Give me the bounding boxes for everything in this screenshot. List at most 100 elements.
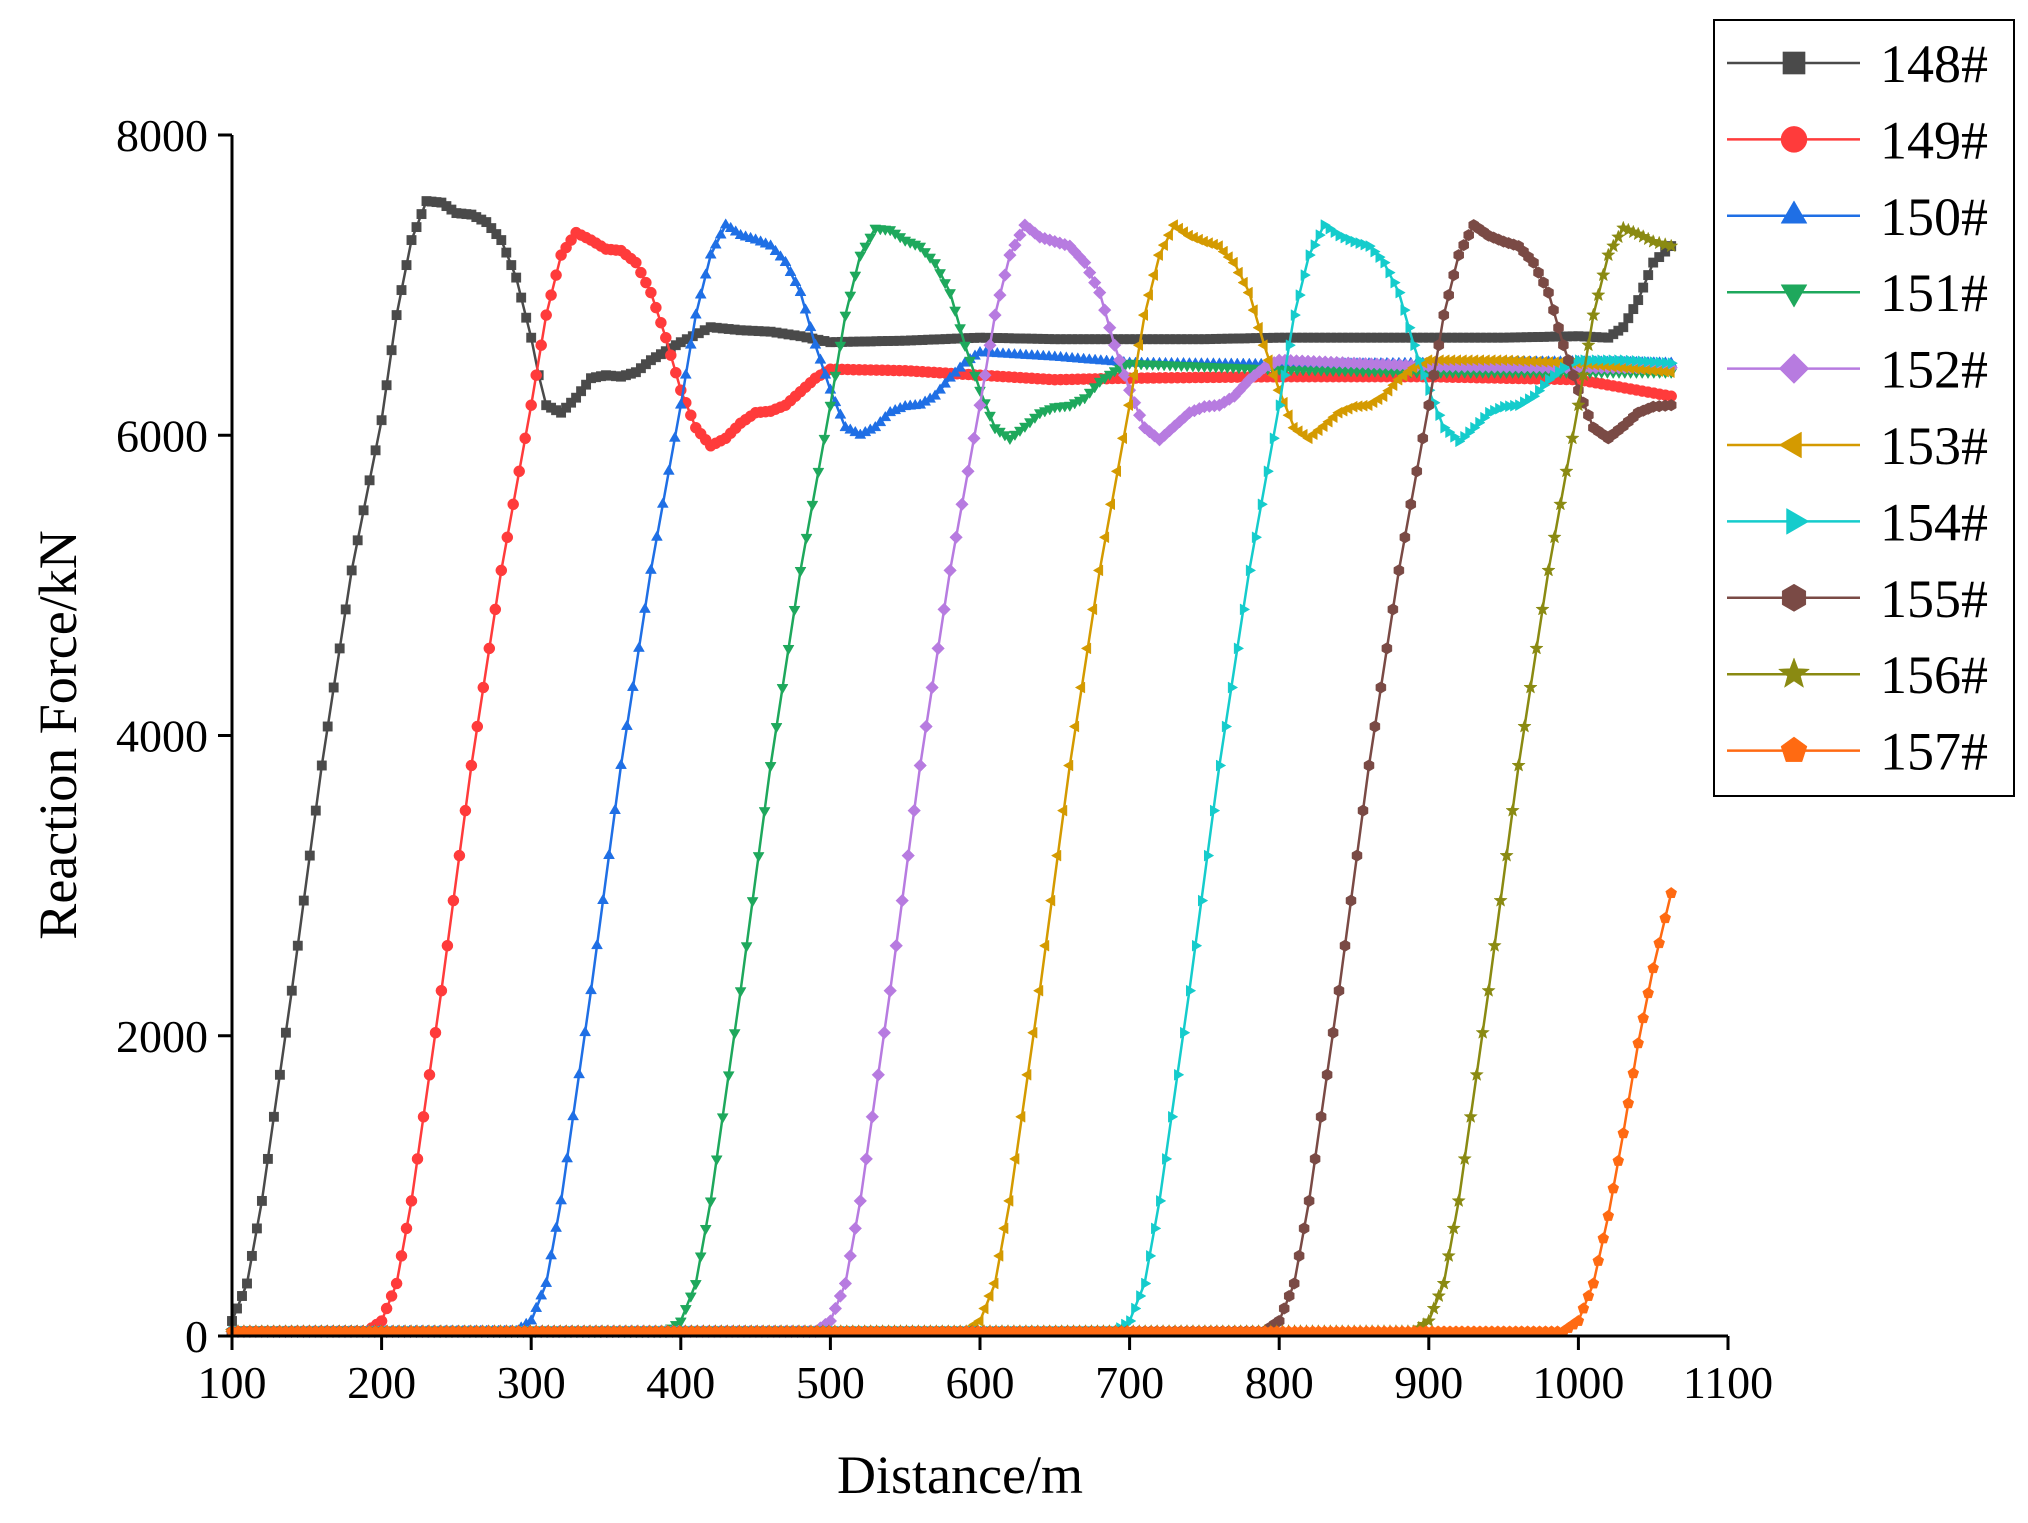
data-point <box>1664 366 1675 379</box>
data-point <box>1602 1209 1615 1221</box>
data-point <box>1663 238 1679 253</box>
data-point <box>609 803 621 815</box>
data-point <box>1643 270 1654 281</box>
data-point <box>1436 1275 1452 1290</box>
data-point <box>929 259 942 270</box>
data-point <box>1003 248 1017 262</box>
data-point <box>939 377 952 388</box>
data-point <box>895 893 909 908</box>
data-point <box>1339 939 1351 952</box>
data-point <box>1003 1194 1014 1207</box>
data-point <box>1603 354 1614 367</box>
data-point <box>521 312 532 323</box>
data-point <box>1050 849 1062 862</box>
data-point <box>1013 228 1027 242</box>
data-point <box>1369 720 1381 733</box>
data-point <box>1535 384 1546 397</box>
data-point <box>993 1249 1004 1262</box>
data-point <box>1505 400 1516 413</box>
data-point <box>998 1222 1009 1235</box>
data-point <box>1335 229 1346 242</box>
data-point <box>1661 356 1673 369</box>
data-point <box>864 233 877 244</box>
data-point <box>453 849 466 862</box>
data-point <box>660 331 672 344</box>
data-point <box>1309 1152 1321 1165</box>
data-point <box>1146 1249 1157 1262</box>
data-point <box>799 303 812 314</box>
data-point <box>346 565 357 576</box>
data-point <box>481 217 492 228</box>
data-point <box>662 464 675 475</box>
data-point <box>1257 339 1268 352</box>
data-point <box>1659 912 1671 924</box>
data-point <box>1152 249 1163 262</box>
data-point <box>471 720 484 733</box>
data-point <box>704 248 717 259</box>
data-point <box>1525 393 1536 406</box>
data-point <box>1528 256 1539 269</box>
x-tick-label: 1100 <box>1683 1357 1773 1408</box>
data-point <box>465 759 478 772</box>
data-point <box>1411 465 1423 478</box>
data-point <box>1222 251 1233 264</box>
series-156# <box>224 220 1679 1338</box>
data-point <box>579 1025 592 1037</box>
x-tick-label: 900 <box>1394 1357 1463 1408</box>
data-point <box>1632 1037 1644 1049</box>
data-point <box>1591 287 1606 302</box>
data-point <box>853 1194 867 1208</box>
data-point <box>447 894 460 907</box>
data-point <box>1227 256 1238 269</box>
data-point <box>1267 369 1278 382</box>
data-point <box>838 1276 853 1291</box>
data-point <box>1451 1193 1466 1208</box>
data-point <box>804 320 817 332</box>
series-line <box>232 223 1672 1333</box>
data-point <box>477 681 490 694</box>
series-150# <box>226 218 1678 1335</box>
data-point <box>1559 361 1571 374</box>
data-point <box>650 301 662 314</box>
axes <box>230 135 1728 1338</box>
data-point <box>1400 304 1411 317</box>
data-point <box>280 1027 291 1038</box>
data-point <box>685 409 697 421</box>
data-point <box>1511 757 1526 772</box>
data-point <box>684 1292 697 1303</box>
data-point <box>949 366 962 377</box>
data-point <box>954 324 967 335</box>
data-point <box>571 392 582 403</box>
ticks: 100 200 300 400 500 600 700 800 900 1000 1100 0 2000… <box>116 110 1773 1408</box>
data-point <box>429 1026 442 1039</box>
data-point <box>774 250 787 261</box>
data-point <box>716 1113 729 1124</box>
data-point <box>1380 256 1391 269</box>
data-point <box>1028 413 1041 425</box>
data-point <box>788 605 801 617</box>
data-point <box>322 721 333 732</box>
data-point <box>1529 640 1544 655</box>
data-point <box>689 1280 702 1291</box>
data-point <box>1321 1068 1333 1081</box>
data-point <box>988 1277 999 1290</box>
data-point <box>934 383 947 394</box>
data-point <box>854 251 867 262</box>
data-point <box>998 268 1012 282</box>
data-point <box>1548 304 1559 317</box>
series-line <box>232 226 1672 1333</box>
data-point <box>889 939 903 953</box>
y-tick-label: 8000 <box>116 110 208 161</box>
data-point <box>839 311 852 322</box>
data-point <box>496 235 507 246</box>
series-151# <box>226 224 1678 1339</box>
legend-item: 150# <box>1727 187 1988 247</box>
data-point <box>1068 720 1080 733</box>
data-point <box>501 531 514 544</box>
legend-item: 152# <box>1727 340 1988 400</box>
data-point <box>591 938 603 950</box>
data-point <box>1008 430 1021 442</box>
data-point <box>1463 1109 1478 1123</box>
data-point <box>1638 282 1649 293</box>
data-point <box>1110 465 1122 478</box>
